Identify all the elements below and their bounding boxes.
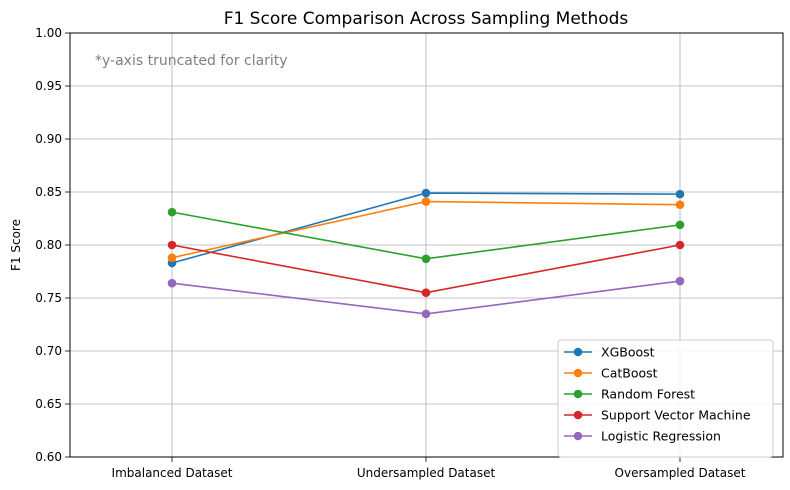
data-point xyxy=(421,309,431,319)
series-logistic-regression xyxy=(167,276,685,319)
chart-annotation: *y-axis truncated for clarity xyxy=(95,53,288,69)
data-point xyxy=(167,207,177,217)
y-tick-label: 0.85 xyxy=(35,185,62,199)
chart-title: F1 Score Comparison Across Sampling Meth… xyxy=(224,9,629,29)
y-tick-label: 0.90 xyxy=(35,132,62,146)
legend-box xyxy=(557,339,774,458)
data-point xyxy=(421,288,431,298)
series-layer xyxy=(167,188,685,319)
legend: XGBoost CatBoost Random Forest Support Vect… xyxy=(557,339,774,458)
y-axis: 0.60 0.65 0.70 0.75 0.80 0.85 0.90 0.95 1.00 xyxy=(35,26,70,464)
legend-item: XGBoost xyxy=(564,345,655,360)
x-tick-label: Imbalanced Dataset xyxy=(112,466,233,480)
data-point xyxy=(675,200,685,210)
legend-marker xyxy=(573,431,583,441)
legend-label: XGBoost xyxy=(601,345,655,360)
legend-marker xyxy=(573,410,583,420)
x-axis: Imbalanced Dataset Undersampled Dataset Ov… xyxy=(112,457,746,480)
legend-label: Support Vector Machine xyxy=(601,408,751,423)
data-point xyxy=(167,240,177,250)
data-point xyxy=(675,240,685,250)
y-tick-label: 0.65 xyxy=(35,397,62,411)
y-axis-label: F1 Score xyxy=(9,219,23,271)
series-random-forest xyxy=(167,207,685,264)
data-point xyxy=(675,220,685,230)
legend-label: Random Forest xyxy=(601,387,695,402)
legend-label: Logistic Regression xyxy=(601,429,721,444)
legend-item: CatBoost xyxy=(564,366,658,381)
x-tick-label: Undersampled Dataset xyxy=(357,466,496,480)
y-tick-label: 0.70 xyxy=(35,344,62,358)
legend-label: CatBoost xyxy=(601,366,658,381)
data-point xyxy=(421,188,431,198)
data-point xyxy=(167,253,177,263)
y-tick-label: 0.80 xyxy=(35,238,62,252)
legend-marker xyxy=(573,368,583,378)
series-support-vector-machine xyxy=(167,240,685,298)
legend-item: Random Forest xyxy=(564,387,695,402)
legend-item: Support Vector Machine xyxy=(564,408,751,423)
legend-marker xyxy=(573,347,583,357)
legend-marker xyxy=(573,389,583,399)
data-point xyxy=(421,254,431,264)
data-point xyxy=(675,276,685,286)
data-point xyxy=(675,189,685,199)
x-tick-label: Oversampled Dataset xyxy=(615,466,746,480)
series-catboost xyxy=(167,197,685,263)
y-tick-label: 1.00 xyxy=(35,26,62,40)
data-point xyxy=(167,278,177,288)
y-tick-label: 0.95 xyxy=(35,79,62,93)
legend-item: Logistic Regression xyxy=(564,429,721,444)
y-tick-label: 0.75 xyxy=(35,291,62,305)
y-tick-label: 0.60 xyxy=(35,450,62,464)
data-point xyxy=(421,197,431,206)
